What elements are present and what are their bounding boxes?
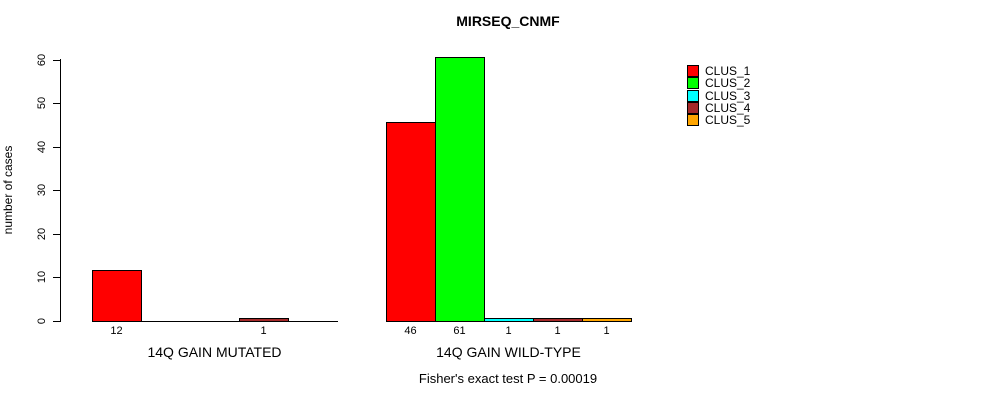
y-axis-tick-label: 50 bbox=[36, 96, 48, 110]
legend-label: CLUS_4 bbox=[705, 101, 751, 116]
legend-item: CLUS_4 bbox=[687, 101, 751, 116]
legend-item: CLUS_2 bbox=[687, 76, 751, 91]
y-axis-tick bbox=[53, 147, 60, 148]
y-axis-line bbox=[60, 59, 61, 322]
legend-label: CLUS_2 bbox=[705, 76, 751, 91]
x-axis-group-label: 14Q GAIN WILD-TYPE bbox=[436, 344, 581, 360]
y-axis-tick bbox=[53, 321, 60, 322]
legend-color-swatch bbox=[687, 102, 699, 115]
bar bbox=[484, 318, 534, 322]
y-axis-tick-label: 30 bbox=[36, 183, 48, 197]
bar bbox=[92, 270, 142, 322]
y-axis-tick-label: 40 bbox=[36, 140, 48, 154]
bar bbox=[239, 318, 289, 322]
bar-value-label: 61 bbox=[453, 325, 466, 337]
legend-label: CLUS_3 bbox=[705, 88, 751, 103]
legend-color-swatch bbox=[687, 89, 699, 102]
legend-item: CLUS_3 bbox=[687, 88, 751, 103]
legend-label: CLUS_5 bbox=[705, 113, 751, 128]
bar bbox=[582, 318, 632, 322]
y-axis-tick-label: 10 bbox=[36, 270, 48, 284]
legend-color-swatch bbox=[687, 77, 699, 90]
y-axis-tick-label: 20 bbox=[36, 227, 48, 241]
chart-title: MIRSEQ_CNMF bbox=[456, 13, 560, 29]
bar-value-label: 1 bbox=[505, 325, 512, 337]
y-axis-tick bbox=[53, 234, 60, 235]
bar-value-label: 1 bbox=[603, 325, 610, 337]
legend-label: CLUS_1 bbox=[705, 64, 751, 79]
bar-value-label: 1 bbox=[554, 325, 561, 337]
bar-value-label: 12 bbox=[110, 325, 123, 337]
bar bbox=[435, 57, 485, 322]
y-axis-tick-label: 60 bbox=[36, 53, 48, 67]
y-axis-tick bbox=[53, 277, 60, 278]
y-axis-label: number of cases bbox=[1, 145, 15, 235]
x-axis-line bbox=[92, 321, 338, 322]
bar bbox=[533, 318, 583, 322]
bar-value-label: 46 bbox=[404, 325, 417, 337]
bar bbox=[386, 122, 436, 322]
y-axis-tick-label: 0 bbox=[36, 317, 48, 325]
x-axis-group-label: 14Q GAIN MUTATED bbox=[147, 344, 282, 360]
legend-color-swatch bbox=[687, 114, 699, 127]
y-axis-tick bbox=[53, 103, 60, 104]
y-axis-tick bbox=[53, 60, 60, 61]
stat-test-note: Fisher's exact test P = 0.00019 bbox=[418, 371, 598, 386]
legend-item: CLUS_1 bbox=[687, 64, 751, 79]
y-axis-tick bbox=[53, 190, 60, 191]
legend: CLUS_1 CLUS_2 CLUS_3 CLUS_4 CLUS_5 bbox=[687, 64, 751, 128]
legend-item: CLUS_5 bbox=[687, 113, 751, 128]
legend-color-swatch bbox=[687, 65, 699, 78]
bar-value-label: 1 bbox=[260, 325, 267, 337]
